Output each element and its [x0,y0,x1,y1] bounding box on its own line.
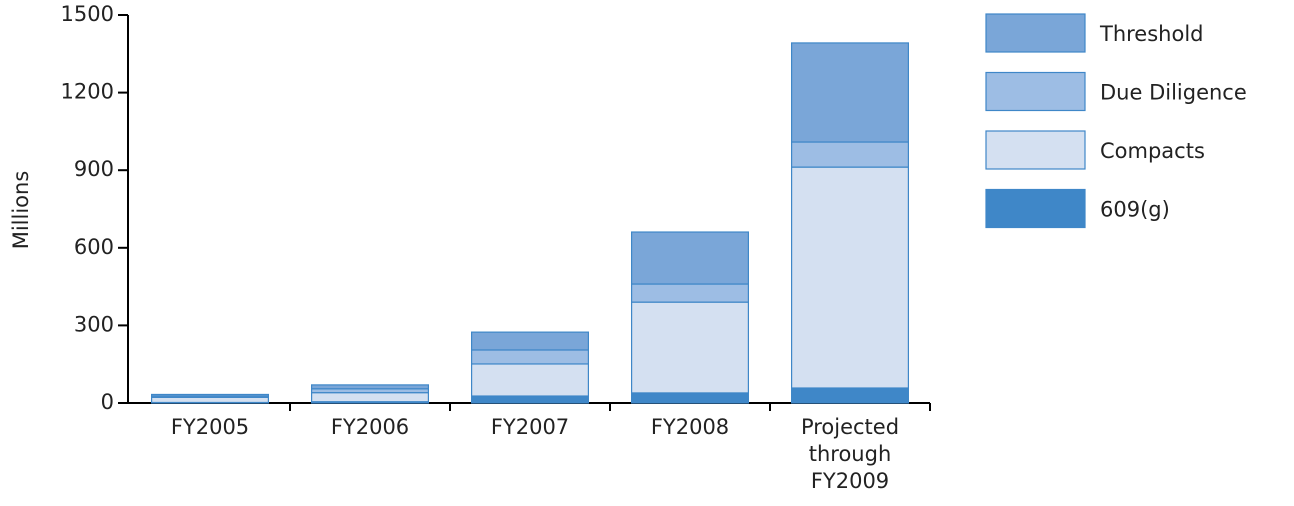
y-tick-label: 300 [74,312,114,336]
bar-segment [790,166,909,389]
x-tick-label: Projected through FY2009 [800,415,900,493]
legend-swatch [985,130,1086,170]
bar-segment [471,349,590,365]
legend-swatch [985,13,1086,53]
legend-label: Threshold [1099,22,1204,46]
y-tick-label: 900 [74,157,114,181]
bar-segment [630,231,749,285]
bar-segment [151,396,270,404]
bar-segment [311,392,430,403]
legend-label: 609(g) [1100,198,1170,222]
y-tick-label: 1200 [61,80,114,104]
bar-segment [151,393,270,397]
y-tick-label: 0 [101,390,114,414]
bar-segment [630,301,749,394]
bar-segment [471,395,590,404]
bar-segment [471,363,590,397]
legend-swatch [985,188,1086,229]
legend-swatch [985,71,1086,112]
x-tick-label: FY2007 [490,415,570,439]
y-tick-label: 1500 [61,2,114,26]
x-tick-label: FY2008 [650,415,730,439]
legend-label: Due Diligence [1100,81,1247,105]
bar-segment [790,387,909,404]
bar-segment [630,392,749,404]
y-axis-label: Millions [9,171,33,250]
bar-segment [471,331,590,351]
legend-label: Compacts [1100,139,1205,163]
bar-segment [311,384,430,390]
y-tick-label: 600 [74,235,114,259]
bar-segment [790,141,909,168]
x-tick-label: FY2005 [170,415,250,439]
bar-segment [790,42,909,143]
x-tick-label: FY2006 [330,415,410,439]
bar-segment [630,283,749,303]
